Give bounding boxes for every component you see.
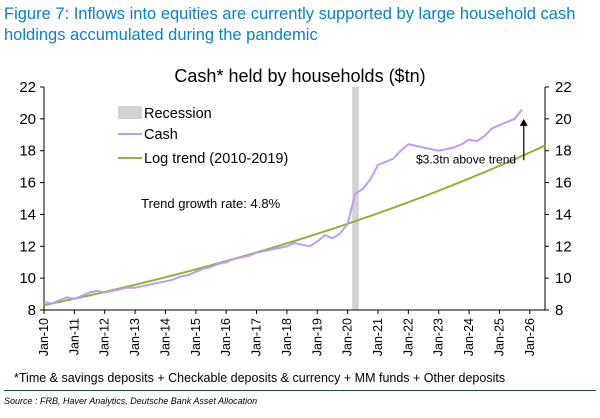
y-tick-label-left: 10 <box>19 270 36 287</box>
x-tick-label: Jan-15 <box>189 318 203 356</box>
cash-series-line <box>43 108 523 305</box>
x-tick-label: Jan-13 <box>128 318 142 356</box>
y-tick-label-right: 16 <box>555 175 572 192</box>
legend-label-cash: Cash <box>144 127 178 143</box>
y-ticks-left: 8 10 12 14 16 18 20 22 <box>19 79 44 319</box>
y-tick-label-right: 8 <box>555 302 563 319</box>
legend-label-trend: Log trend (2010-2019) <box>144 151 288 167</box>
x-tick-label: Jan-24 <box>462 318 476 356</box>
y-tick-label-left: 8 <box>28 302 36 319</box>
trend-series-line <box>43 144 546 307</box>
chart-legend: Recession Cash Log trend (2010-2019) <box>118 106 288 167</box>
x-tick-label: Jan-20 <box>341 318 355 356</box>
x-tick-label: Jan-10 <box>37 318 51 356</box>
x-tick-label: Jan-25 <box>492 318 506 356</box>
figure-title: Figure 7: Inflows into equities are curr… <box>4 5 576 44</box>
y-tick-label-right: 20 <box>555 111 572 128</box>
x-tick-label: Jan-17 <box>250 318 264 356</box>
annotation-trend-growth: Trend growth rate: 4.8% <box>141 196 280 211</box>
x-tick-label: Jan-21 <box>371 318 385 356</box>
x-tick-label: Jan-16 <box>219 318 233 356</box>
recession-band <box>352 87 359 310</box>
y-tick-label-right: 12 <box>555 238 572 255</box>
y-tick-label-right: 10 <box>555 270 572 287</box>
x-tick-label: Jan-12 <box>98 318 112 356</box>
x-tick-label: Jan-11 <box>67 318 81 355</box>
legend-swatch-recession <box>118 106 142 119</box>
source-divider <box>4 390 596 391</box>
y-tick-label-left: 20 <box>19 111 36 128</box>
x-tick-label: Jan-14 <box>158 318 172 356</box>
x-tick-label: Jan-19 <box>310 318 324 356</box>
y-tick-label-left: 22 <box>19 79 36 96</box>
chart-axes <box>43 87 546 311</box>
source-note: Source : FRB, Haver Analytics, Deutsche … <box>4 396 258 406</box>
chart-footnote: *Time & savings deposits + Checkable dep… <box>14 371 506 385</box>
y-tick-label-left: 18 <box>19 143 36 160</box>
x-tick-label: Jan-23 <box>432 318 446 356</box>
y-tick-label-right: 18 <box>555 143 572 160</box>
chart-title: Cash* held by households ($tn) <box>174 66 425 86</box>
legend-label-recession: Recession <box>144 106 212 122</box>
annotation-arrow-head <box>519 118 528 126</box>
y-tick-label-left: 12 <box>19 238 36 255</box>
x-tick-label: Jan-22 <box>401 318 415 356</box>
y-tick-label-left: 16 <box>19 175 36 192</box>
y-ticks-right: 8 10 12 14 16 18 20 22 <box>545 79 572 319</box>
x-tick-label: Jan-18 <box>280 318 294 356</box>
y-tick-label-right: 22 <box>555 79 572 96</box>
x-ticks: Jan-10 Jan-11 Jan-12 Jan-13 Jan-14 Jan-15 Jan-… <box>37 310 537 356</box>
annotation-above-trend: $3.3tn above trend <box>416 152 516 166</box>
y-tick-label-left: 14 <box>19 206 36 223</box>
x-tick-label: Jan-26 <box>523 318 537 356</box>
y-tick-label-right: 14 <box>555 206 572 223</box>
